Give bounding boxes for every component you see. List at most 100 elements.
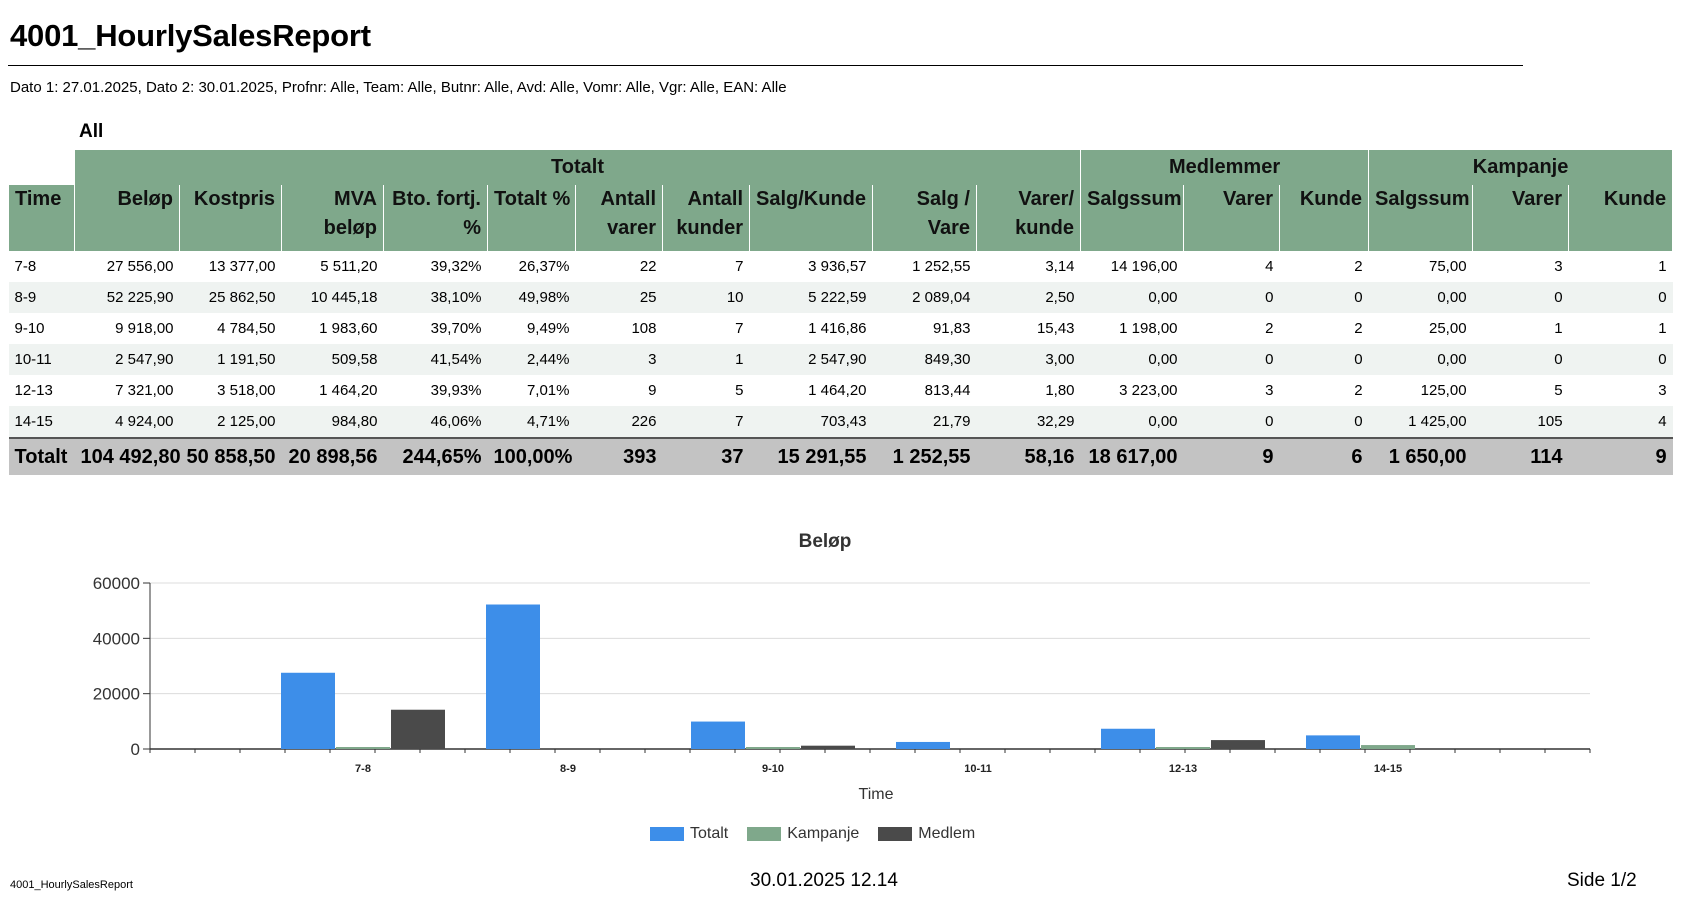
total-cell: 50 858,50: [179, 437, 282, 475]
bar-kampanje: [1156, 747, 1210, 749]
column-header: Varer: [1472, 185, 1570, 251]
table-cell: 1: [1658, 258, 1667, 275]
report-title: 4001_HourlySalesReport: [10, 18, 371, 53]
y-tick-label: 20000: [93, 685, 140, 704]
table-cell: 7 321,00: [115, 382, 174, 399]
column-header-line: Beløp: [117, 188, 173, 210]
column-header-line: Antall: [600, 188, 656, 210]
table-cell: 9,49%: [526, 320, 570, 337]
legend-swatch-medlem: [878, 827, 913, 841]
table-cell: 7,01%: [526, 382, 570, 399]
report-parameters: Dato 1: 27.01.2025, Dato 2: 30.01.2025, …: [10, 79, 787, 96]
table-cell: 3 936,57: [808, 258, 867, 275]
table-cell: 15,43: [1036, 320, 1075, 337]
total-cell: 18 617,00: [1080, 437, 1184, 475]
table-cell: 2: [1354, 320, 1363, 337]
table-cell: 509,58: [281, 344, 384, 375]
table-cell: 0,00: [1080, 344, 1184, 375]
table-row: 7-8 27 556,00 13 377,00 5 511,20 39,32% 26,37…: [9, 251, 1673, 282]
table-row: 8-9 52 225,90 25 862,50 10 445,18 38,10% 49,9…: [8, 282, 1673, 313]
table-cell: 108: [631, 320, 657, 337]
table-cell: 39,70%: [430, 320, 482, 337]
table-cell: 5 511,20: [320, 258, 378, 275]
x-tick-label: 10-11: [964, 763, 992, 775]
table-cell: 1,80: [1045, 382, 1075, 399]
table-cell: 4 784,50: [217, 320, 276, 337]
column-header: Salg / Vare: [872, 185, 977, 251]
table-cell: 3: [575, 344, 663, 375]
column-header: Time: [8, 185, 75, 251]
legend-item-kampanje: Kampanje: [747, 825, 859, 843]
belop-chart-svg: Beløp 0 20000 40000 60000 7-8 8-9 9-10 10-11 12-1…: [93, 531, 1591, 803]
table-cell: 2 089,04: [872, 282, 977, 313]
table-cell: 1 198,00: [1119, 320, 1178, 337]
total-cell: 114: [1472, 437, 1569, 475]
table-cell: 49,98%: [487, 282, 576, 313]
bar-kampanje: [1361, 745, 1415, 749]
bar-totalt: [1306, 735, 1360, 749]
table-cell: 52 225,90: [74, 282, 180, 313]
x-tick-label: 8-9: [560, 763, 576, 775]
total-cell: 1 252,55: [872, 437, 977, 475]
table-cell: 46,06%: [383, 406, 488, 438]
total-cell: 393: [575, 437, 663, 475]
column-header-line: Salg /: [916, 188, 970, 210]
column-header-line: MVA: [334, 188, 377, 210]
table-cell: 1 252,55: [912, 258, 971, 275]
table-cell: 9 918,00: [115, 320, 174, 337]
bar-totalt: [896, 741, 950, 749]
column-header-line: Varer: [1511, 188, 1563, 210]
column-header: Bto. fortj.%: [383, 185, 488, 251]
column-header: Antall kunder: [662, 185, 750, 251]
table-cell: 3 223,00: [1119, 382, 1178, 399]
hourly-sales-table: Totalt Medlemmer Kampanje Time Beløp Kostp…: [8, 150, 1674, 475]
bar-totalt: [1101, 728, 1155, 749]
table-cell: 2 125,00: [179, 406, 282, 438]
total-cell: 9: [1568, 437, 1673, 475]
table-cell: 10-11: [8, 344, 75, 375]
chart-legend: Totalt Kampanje Medlem: [650, 825, 994, 843]
table-cell: 3: [1554, 258, 1563, 275]
total-cell: 244,65%: [383, 437, 488, 475]
table-cell: 4,71%: [487, 406, 576, 438]
table-cell: 2 547,90: [74, 344, 180, 375]
group-header-blank: [8, 150, 75, 185]
table-cell: 0: [1183, 406, 1280, 438]
table-cell: 1: [1658, 320, 1667, 337]
group-header-row: Totalt Medlemmer Kampanje: [8, 150, 1674, 185]
table-cell: 1 983,60: [319, 320, 378, 337]
column-header: Beløp: [74, 185, 180, 251]
table-cell: 25 862,50: [179, 282, 282, 313]
table-cell: 3: [1658, 382, 1667, 399]
column-header-line: kunde: [1015, 217, 1075, 239]
bar-totalt: [281, 672, 335, 749]
y-tick-label: 40000: [93, 629, 140, 648]
total-cell: 1 650,00: [1368, 437, 1473, 475]
table-cell: 1 425,00: [1368, 406, 1473, 438]
column-header-line: Vare: [927, 217, 970, 239]
table-cell: 5: [1554, 382, 1563, 399]
table-cell: 813,44: [924, 382, 971, 399]
table-row: 10-11 2 547,90 1 191,50 509,58 41,54% 2,44% 3 1…: [8, 344, 1673, 375]
table-cell: 5 222,59: [749, 282, 873, 313]
group-header-medlemmer: Medlemmer: [1080, 150, 1370, 185]
table-cell: 2: [1354, 258, 1363, 275]
table-cell: 0: [1183, 282, 1280, 313]
total-row: Totalt 104 492,80 50 858,50 20 898,56 244,65…: [8, 437, 1673, 475]
x-axis-label: Time: [859, 786, 894, 803]
table-cell: 125,00: [1420, 382, 1467, 399]
table-cell: 91,83: [932, 320, 971, 337]
table-cell: 984,80: [281, 406, 384, 438]
table-cell: 41,54%: [383, 344, 488, 375]
legend-swatch-totalt: [650, 827, 684, 841]
legend-label-medlem: Medlem: [918, 825, 976, 842]
group-header-totalt: Totalt: [73, 150, 1082, 185]
table-cell: 25,00: [1429, 320, 1467, 337]
column-header: Totalt %: [487, 185, 576, 251]
legend-label-kampanje: Kampanje: [787, 825, 860, 842]
table-cell: 1 464,20: [319, 382, 378, 399]
x-tick-label: 14-15: [1374, 763, 1402, 775]
column-header: Kunde: [1568, 185, 1674, 251]
bar-medlem: [801, 745, 855, 749]
footer-report-name: 4001_HourlySalesReport: [10, 879, 133, 891]
